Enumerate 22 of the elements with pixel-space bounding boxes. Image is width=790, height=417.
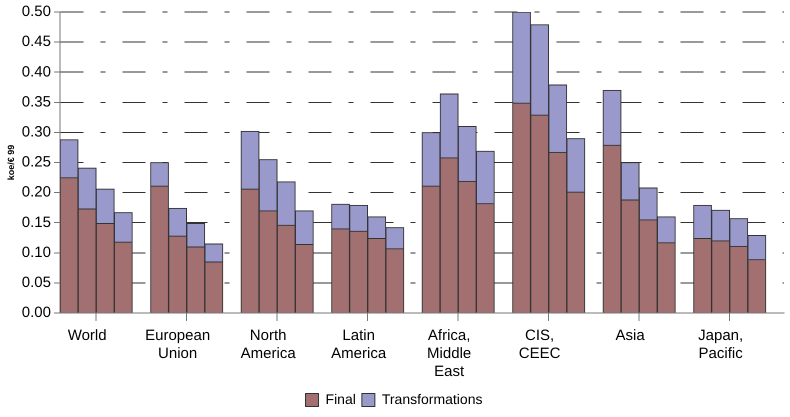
x-tick-label: Japan, Pacific	[698, 327, 744, 362]
y-tick-label: 0.40	[22, 63, 51, 80]
y-tick-label: 0.10	[22, 244, 51, 261]
x-tick-label: North America	[240, 327, 296, 362]
x-tick-label: Asia	[616, 327, 646, 344]
y-tick-label: 0.50	[22, 3, 51, 20]
y-tick-label: 0.25	[22, 154, 51, 171]
x-tick-label: Latin America	[331, 327, 387, 362]
y-axis-title: koe/€ 99	[6, 144, 16, 180]
x-tick-label: European Union	[145, 327, 210, 362]
y-tick-label: 0.20	[22, 184, 51, 201]
legend-label: Transformations	[382, 390, 482, 407]
y-tick-label: 0.00	[22, 304, 51, 322]
y-tick-label: 0.35	[22, 93, 51, 110]
legend-label: Final	[326, 390, 356, 407]
x-tick-label: World	[68, 327, 107, 344]
y-tick-label: 0.05	[22, 274, 51, 292]
x-tick-label: CIS, CEEC	[518, 327, 561, 362]
y-tick-label: 0.45	[22, 33, 51, 50]
y-tick-label: 0.15	[22, 214, 51, 231]
x-tick-label: Africa, Middle East	[427, 327, 472, 380]
y-tick-label: 0.30	[22, 124, 51, 141]
